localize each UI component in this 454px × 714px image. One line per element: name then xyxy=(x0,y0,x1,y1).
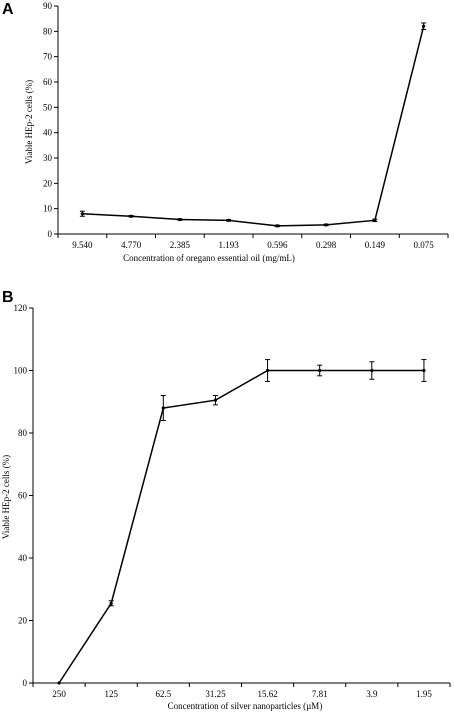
panelB-data-point xyxy=(109,601,113,605)
panel-a-letter: A xyxy=(2,1,14,18)
panel-b-y-axis-title: Viable HEp-2 cells (%) xyxy=(1,455,11,539)
panelA-x-tick-label: 1.193 xyxy=(219,240,240,250)
panelA-x-tick-label: 4.770 xyxy=(121,240,142,250)
panel-a-x-axis-title: Concentration of oregano essential oil (… xyxy=(123,253,295,263)
panel-b-x-ticks: 250 125 62.5 31.25 15.62 7.81 3.9 1.95 xyxy=(32,683,451,699)
panel-b-letter: B xyxy=(2,289,14,306)
panel-a-chart: A 0 10 20 30 40 50 60 70 80 90 9.540 4.770 2.385 1.1… xyxy=(2,1,449,263)
panelA-data-point xyxy=(80,212,84,216)
panelB-x-tick-label: 15.62 xyxy=(257,689,277,699)
panelB-data-point xyxy=(57,681,61,685)
panelB-y-tick-label: 40 xyxy=(18,553,28,563)
panelA-x-tick-label: 9.540 xyxy=(72,240,93,250)
panelA-y-tick-label: 90 xyxy=(43,1,53,11)
panelB-y-tick-label: 80 xyxy=(18,428,28,438)
panelB-y-tick-label: 60 xyxy=(18,491,28,501)
panel-a-series xyxy=(80,24,426,228)
panel-a-y-axis-title: Viable HEp-2 cells (%) xyxy=(24,80,34,164)
panelA-y-tick-label: 60 xyxy=(43,77,53,87)
panelA-x-tick-label: 0.149 xyxy=(365,240,386,250)
panel-b-x-axis-title: Concentration of silver nanoparticles (µ… xyxy=(168,701,323,711)
panelB-data-point xyxy=(318,368,322,373)
panel-b-error-bars xyxy=(108,359,427,607)
panelA-x-tick-label: 0.298 xyxy=(316,240,337,250)
panelA-series-line xyxy=(82,26,425,227)
panelA-data-point xyxy=(178,217,182,222)
panelB-data-point xyxy=(422,368,426,373)
panelB-x-tick-label: 1.95 xyxy=(416,689,432,699)
panelA-y-tick-label: 70 xyxy=(43,52,53,62)
panelB-data-point xyxy=(265,368,270,373)
panelB-x-tick-label: 3.9 xyxy=(366,689,378,699)
panelB-data-point xyxy=(370,368,374,373)
panelB-x-tick-label: 250 xyxy=(52,689,66,699)
panelA-y-tick-label: 30 xyxy=(43,153,53,163)
panelA-x-tick-label: 0.596 xyxy=(267,240,288,250)
panelA-y-tick-label: 10 xyxy=(43,204,53,214)
panelB-x-tick-label: 7.81 xyxy=(312,689,328,699)
panelB-data-point xyxy=(213,398,218,402)
panel-b-series xyxy=(57,368,426,685)
panel-a-axes xyxy=(57,6,448,235)
panelB-y-tick-label: 120 xyxy=(14,303,28,313)
panelB-x-tick-label: 125 xyxy=(104,689,118,699)
panelB-x-tick-label: 62.5 xyxy=(155,689,171,699)
panelB-y-tick-label: 100 xyxy=(14,366,28,376)
panelA-data-point xyxy=(275,224,279,228)
panelA-y-tick-label: 40 xyxy=(43,128,53,138)
panelA-y-tick-label: 0 xyxy=(48,229,53,239)
panelA-x-tick-label: 0.075 xyxy=(414,240,435,250)
panelA-data-point xyxy=(129,214,133,218)
panelB-data-point xyxy=(161,406,165,410)
panel-a-y-ticks: 0 10 20 30 40 50 60 70 80 90 xyxy=(43,1,58,239)
panelA-data-point xyxy=(324,223,328,227)
panelB-series-line xyxy=(58,369,424,684)
panel-b-y-ticks: 0 20 40 60 80 100 120 xyxy=(14,303,33,688)
panel-a-error-bars xyxy=(79,22,427,228)
panelA-y-tick-label: 20 xyxy=(43,178,53,188)
panelA-y-tick-label: 50 xyxy=(43,102,53,112)
panel-b-chart: B 0 20 40 60 80 100 120 250 125 62.5 31.25 15.62 7.… xyxy=(1,289,451,711)
panelB-x-tick-label: 31.25 xyxy=(205,689,226,699)
panelA-data-point xyxy=(227,218,231,222)
panelB-y-tick-label: 20 xyxy=(18,616,28,626)
panel-a-x-ticks: 9.540 4.770 2.385 1.193 0.596 0.298 0.149 0.075 xyxy=(57,234,449,250)
panelA-y-tick-label: 80 xyxy=(43,26,53,36)
panelA-x-tick-label: 2.385 xyxy=(170,240,191,250)
panelB-y-tick-label: 0 xyxy=(23,678,28,688)
panelA-data-point xyxy=(373,218,377,222)
panelA-data-point xyxy=(422,24,426,28)
